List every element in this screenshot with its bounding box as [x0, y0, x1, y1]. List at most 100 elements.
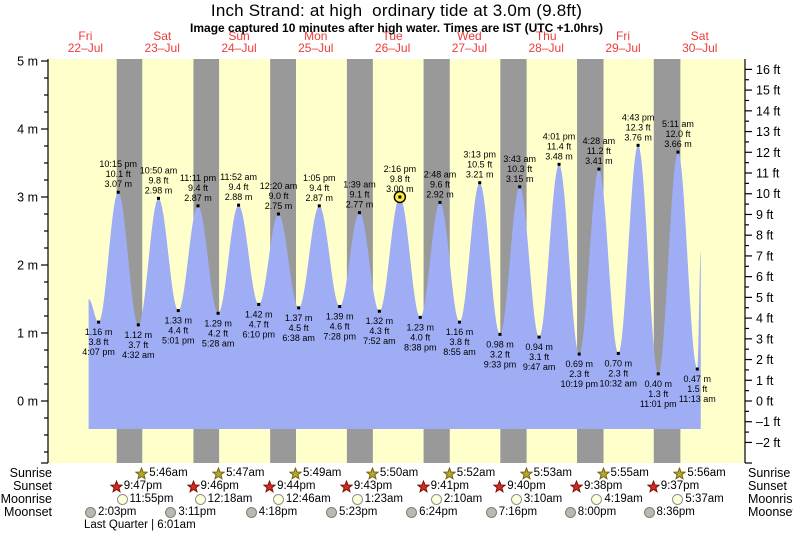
day-label-name: Sat — [153, 29, 172, 43]
svg-text:9.8 ft: 9.8 ft — [390, 174, 411, 184]
svg-text:8:55 am: 8:55 am — [443, 347, 476, 357]
moonset-icon — [326, 507, 337, 518]
moonset-time-label: 6:24pm — [419, 506, 458, 518]
svg-text:9.4 ft: 9.4 ft — [229, 182, 250, 192]
astro-row-label-right-sunset: Sunset — [748, 479, 787, 493]
svg-text:1.37 m: 1.37 m — [285, 313, 313, 323]
moonrise-time-label: 4:19am — [604, 493, 643, 505]
tide-extreme-dot — [498, 332, 502, 336]
svg-text:10:15 pm: 10:15 pm — [99, 159, 137, 169]
day-label-date: 29–Jul — [605, 41, 640, 55]
sunset-time-label: 9:47pm — [123, 480, 163, 492]
svg-text:10.1 ft: 10.1 ft — [106, 169, 132, 179]
moonset-icon — [85, 507, 96, 518]
sunrise-time: 5:52am — [442, 467, 496, 480]
astro-row-label-left-sunrise: Sunrise — [9, 466, 52, 480]
sunrise-icon — [135, 467, 149, 480]
svg-text:4:28 am: 4:28 am — [583, 136, 616, 146]
tide-annotation: 1.12 m3.7 ft4:32 am — [122, 323, 155, 360]
svg-text:10.3 ft: 10.3 ft — [507, 164, 533, 174]
svg-text:1:39 am: 1:39 am — [343, 180, 376, 190]
tide-extreme-dot — [518, 185, 522, 189]
sunset-icon — [493, 480, 507, 493]
svg-text:2 m: 2 m — [17, 259, 38, 273]
tide-annotation: 2:16 pm9.8 ft3.00 m — [384, 164, 416, 204]
svg-text:2.75 m: 2.75 m — [265, 201, 293, 211]
svg-text:2.3 ft: 2.3 ft — [569, 369, 590, 379]
tide-extreme-dot — [116, 190, 120, 194]
sunrise-icon — [596, 467, 610, 480]
sunrise-icon — [519, 467, 533, 480]
svg-text:–1 ft: –1 ft — [756, 415, 781, 429]
day-label-date: 27–Jul — [452, 41, 487, 55]
tide-extreme-dot — [478, 181, 482, 185]
svg-text:5 m: 5 m — [17, 55, 38, 69]
moonset-time-label: 8:00pm — [577, 506, 617, 518]
svg-text:0 m: 0 m — [17, 395, 38, 409]
svg-text:1.42 m: 1.42 m — [245, 309, 273, 319]
svg-text:1 ft: 1 ft — [756, 374, 774, 388]
sunrise-time: 5:50am — [365, 467, 418, 480]
tide-annotation: 1.37 m4.5 ft6:38 am — [282, 306, 315, 343]
sunset-time-label: 9:41pm — [430, 480, 469, 492]
tide-annotation: 11:11 pm9.4 ft2.87 m — [180, 173, 216, 208]
moonset-icon — [485, 507, 497, 518]
svg-text:4.0 ft: 4.0 ft — [410, 332, 431, 342]
svg-text:2.3 ft: 2.3 ft — [608, 368, 629, 378]
day-label-date: 28–Jul — [529, 41, 564, 55]
svg-text:2.92 m: 2.92 m — [426, 189, 454, 199]
moonrise-time-label: 11:55pm — [129, 493, 174, 505]
svg-text:2.77 m: 2.77 m — [346, 200, 374, 210]
moonrise-time: 12:46am — [272, 493, 331, 506]
moon-phase-text: Last Quarter | 6:01am — [84, 519, 196, 531]
sunset-time: 9:47pm — [109, 480, 163, 493]
svg-text:5:01 pm: 5:01 pm — [162, 336, 195, 346]
svg-text:7:52 am: 7:52 am — [363, 336, 396, 346]
tide-annotation: 0.94 m3.1 ft9:47 am — [523, 335, 555, 372]
sunrise-time: 5:49am — [289, 467, 341, 480]
sunset-time-label: 9:44pm — [277, 480, 316, 492]
tide-annotation: 1.23 m4.0 ft8:38 pm — [404, 315, 437, 352]
svg-text:4 m: 4 m — [17, 123, 38, 137]
svg-text:2.87 m: 2.87 m — [306, 193, 334, 203]
sunrise-time: 5:47am — [212, 467, 264, 480]
moonset-time: 8:00pm — [564, 506, 617, 519]
svg-text:4:07 pm: 4:07 pm — [82, 347, 115, 357]
sunrise-time: 5:56am — [673, 467, 726, 480]
day-label-date: 30–Jul — [682, 41, 717, 55]
svg-text:5:11 am: 5:11 am — [662, 119, 694, 129]
day-label-date: 23–Jul — [145, 41, 180, 55]
svg-text:–2 ft: –2 ft — [756, 436, 781, 450]
svg-text:14 ft: 14 ft — [756, 104, 781, 118]
svg-text:11:13 am: 11:13 am — [679, 394, 716, 404]
moonrise-icon — [194, 494, 206, 505]
sunset-time: 9:43pm — [339, 480, 393, 493]
day-label-date: 25–Jul — [298, 41, 333, 55]
moonrise-icon — [591, 494, 603, 505]
tide-annotation: 2:48 am9.6 ft2.92 m — [424, 169, 456, 204]
svg-text:3.2 ft: 3.2 ft — [490, 349, 511, 359]
svg-text:4.5 ft: 4.5 ft — [289, 323, 310, 333]
right-axis-labels: 16 ft 15 ft 14 ft 13 ft 12 ft 11 ft 10 ft 9 ft 8… — [756, 63, 781, 450]
chart-title: Inch Strand: at high ordinary tide at 3.… — [210, 1, 583, 20]
svg-text:1.32 m: 1.32 m — [366, 316, 394, 326]
sunset-time-label: 9:43pm — [353, 480, 393, 492]
tide-extreme-dot — [577, 352, 581, 356]
sunrise-time-label: 5:52am — [456, 467, 496, 479]
moonrise-time-label: 12:46am — [285, 493, 331, 505]
tide-extreme-dot — [377, 309, 381, 313]
moonrise-icon — [272, 494, 284, 505]
sunrise-time-label: 5:47am — [226, 467, 265, 479]
tide-extreme-dot — [597, 167, 601, 171]
svg-text:8:38 pm: 8:38 pm — [404, 342, 437, 352]
day-label-date: 24–Jul — [221, 41, 256, 55]
svg-text:4.2 ft: 4.2 ft — [208, 328, 229, 338]
svg-text:10:19 pm: 10:19 pm — [560, 379, 598, 389]
moonrise-time-label: 5:37am — [685, 493, 724, 505]
tide-annotation: 1.29 m4.2 ft5:28 am — [202, 311, 234, 348]
svg-text:9.6 ft: 9.6 ft — [430, 179, 451, 189]
svg-text:4.3 ft: 4.3 ft — [369, 326, 390, 336]
moonset-time-label: 3:11pm — [178, 506, 216, 518]
svg-text:3:43 am: 3:43 am — [503, 154, 536, 164]
